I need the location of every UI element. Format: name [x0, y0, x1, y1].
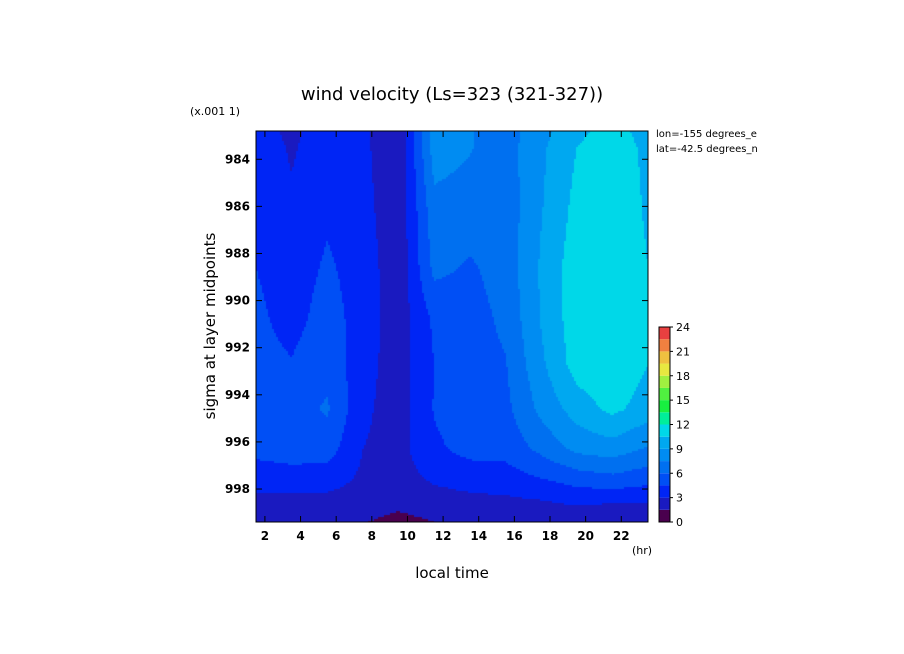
colorbar-tick-label: 9: [676, 443, 683, 456]
y-axis-label: sigma at layer midpoints: [201, 232, 219, 419]
colorbar-tick-label: 21: [676, 345, 690, 358]
y-tick-label: 998: [225, 482, 250, 496]
heatmap-field: [256, 131, 648, 522]
colorbar-swatch: [659, 473, 670, 486]
y-tick-label: 984: [225, 152, 250, 166]
y-tick-label: 990: [225, 294, 250, 308]
colorbar-swatch: [659, 375, 670, 388]
y-tick-label: 986: [225, 199, 250, 213]
y-tick-label: 994: [225, 388, 250, 402]
colorbar-swatch: [659, 448, 670, 462]
lat-annotation: lat=-42.5 degrees_n: [656, 144, 758, 155]
y-tick-label: 996: [225, 435, 250, 449]
colorbar-swatch: [659, 485, 670, 498]
x-tick-label: 2: [261, 529, 269, 543]
colorbar-swatch: [659, 424, 670, 437]
colorbar-swatch: [659, 339, 670, 352]
x-tick-label: 22: [613, 529, 630, 543]
colorbar-tick-label: 6: [676, 467, 683, 480]
y-tick-label: 988: [225, 246, 250, 260]
x-tick-label: 18: [542, 529, 559, 543]
x-tick-label: 8: [368, 529, 376, 543]
x-tick-label: 10: [399, 529, 416, 543]
colorbar-tick-label: 3: [676, 492, 683, 505]
heatmap-image: [256, 131, 648, 522]
x-unit-label: (hr): [632, 544, 652, 557]
colorbar-tick-label: 15: [676, 394, 690, 407]
plot-frame: [255, 130, 649, 523]
colorbar-tick-label: 12: [676, 419, 690, 432]
colorbar: 0 3 6 9 12 15 18 21 24: [658, 321, 690, 529]
colorbar-swatch: [659, 412, 670, 425]
colorbar-swatch: [659, 497, 670, 510]
chart-title: wind velocity (Ls=323 (321-327)): [301, 84, 603, 105]
y-axis: 984 986 988 990 992 994 996 998: [225, 152, 648, 496]
x-tick-label: 12: [435, 529, 452, 543]
colorbar-swatch: [659, 387, 670, 401]
colorbar-swatch: [659, 436, 670, 449]
x-tick-label: 16: [506, 529, 523, 543]
colorbar-tick-label: 18: [676, 370, 690, 383]
colorbar-swatch: [659, 327, 670, 340]
y-tick-label: 992: [225, 341, 250, 355]
colorbar-swatch: [659, 509, 670, 522]
x-tick-label: 4: [296, 529, 304, 543]
colorbar-swatch: [659, 400, 670, 413]
y-scale-note: (x.001 1): [190, 105, 240, 118]
colorbar-tick-label: 0: [676, 516, 683, 529]
colorbar-swatch: [659, 363, 670, 376]
colorbar-swatch: [659, 351, 670, 364]
colorbar-swatch: [659, 461, 670, 474]
lon-annotation: lon=-155 degrees_e: [656, 129, 757, 140]
x-axis: 2 4 6 8 10 12 14 16 18 20 22: [261, 131, 630, 543]
x-axis-label: local time: [415, 564, 489, 582]
x-tick-label: 6: [332, 529, 340, 543]
x-tick-label: 20: [577, 529, 594, 543]
x-tick-label: 14: [470, 529, 487, 543]
colorbar-tick-label: 24: [676, 321, 690, 334]
